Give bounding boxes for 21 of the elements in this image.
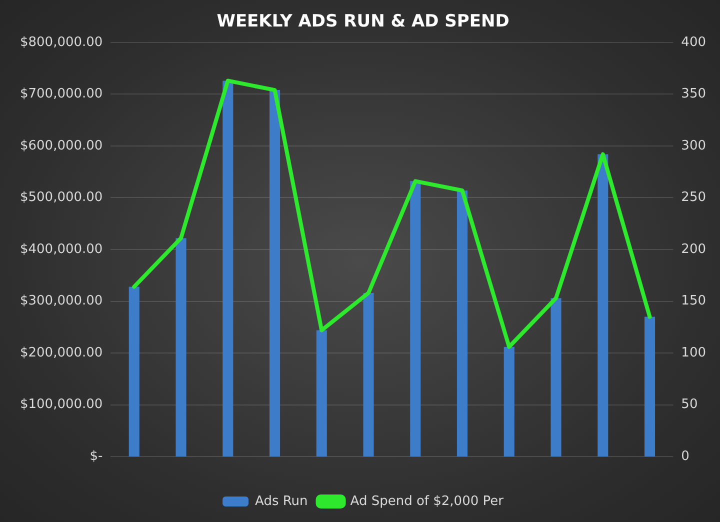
y-tick-label: $100,000.00 xyxy=(20,397,103,412)
y-tick-label: $300,000.00 xyxy=(20,294,103,309)
y2-tick-label: 0 xyxy=(681,448,690,464)
y-tick-label: $500,000.00 xyxy=(20,190,103,206)
y2-tick-label: 200 xyxy=(681,242,706,257)
y2-tick-label: 100 xyxy=(681,345,706,360)
y-tick-label: $800,000.00 xyxy=(20,34,103,50)
y-tick-label: $400,000.00 xyxy=(20,242,103,257)
y2-tick-label: 250 xyxy=(681,190,706,206)
y2-tick-label: 50 xyxy=(681,397,698,412)
y-tick-label: $200,000.00 xyxy=(20,345,103,360)
y-tick-label: $600,000.00 xyxy=(20,138,103,154)
y-tick-label: $700,000.00 xyxy=(20,86,103,102)
y2-tick-label: 400 xyxy=(681,34,706,50)
y2-tick-label: 350 xyxy=(681,86,706,102)
legend-label: Ads Run xyxy=(255,494,308,509)
legend-label: Ad Spend of $2,000 Per xyxy=(350,494,504,509)
y-tick-label: $- xyxy=(90,448,104,464)
chart-title: WEEKLY ADS RUN & AD SPEND xyxy=(216,12,510,32)
y2-tick-label: 150 xyxy=(681,294,706,309)
y2-tick-label: 300 xyxy=(681,138,706,154)
